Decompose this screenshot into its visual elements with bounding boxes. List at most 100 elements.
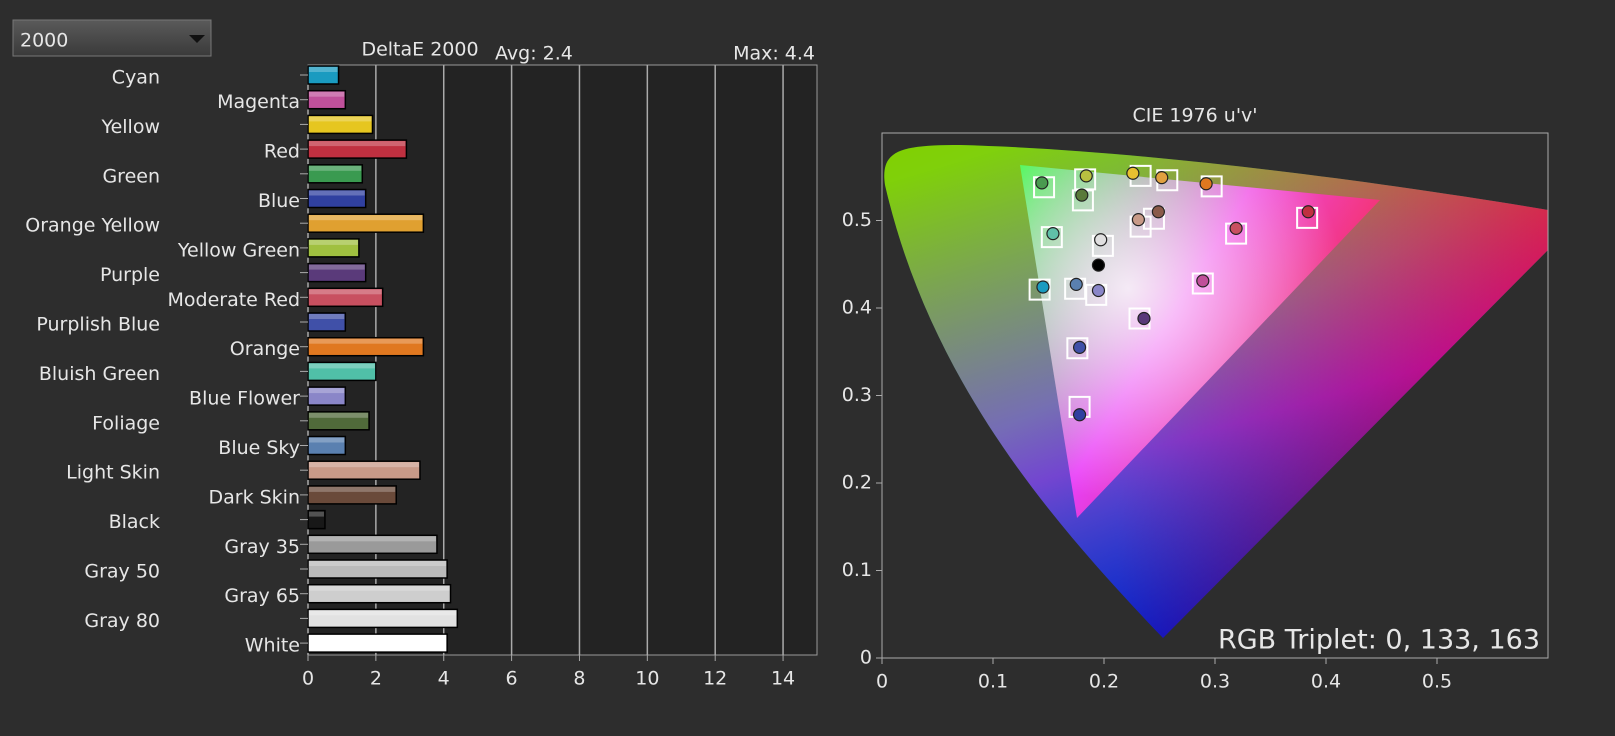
category-label: Bluish Green	[39, 363, 160, 385]
category-label: Gray 80	[84, 610, 160, 632]
bar-shine	[309, 314, 345, 319]
bar-shine	[309, 215, 423, 221]
bar-shine	[309, 610, 457, 616]
bar-shine	[309, 363, 375, 369]
category-label: Moderate Red	[168, 289, 301, 311]
category-label: Yellow Green	[177, 239, 300, 261]
rgb-triplet: RGB Triplet: 0, 133, 163	[1218, 625, 1540, 656]
bar-shine	[309, 412, 369, 418]
bar-shine	[309, 585, 450, 591]
x-tick-label: 6	[506, 668, 518, 690]
measured-point	[1131, 213, 1146, 227]
bar-shine	[309, 141, 406, 147]
bar-shine	[309, 67, 338, 72]
x-tick-label: 0.1	[978, 671, 1008, 693]
category-label: Orange	[230, 338, 300, 360]
bar-shine	[309, 239, 358, 245]
category-label: Black	[109, 511, 160, 533]
target-square	[1191, 272, 1214, 295]
dropdown-value[interactable]: 2000	[20, 30, 68, 52]
measured-point	[1301, 205, 1315, 219]
bar-shine	[309, 289, 382, 295]
y-tick-label: 0.5	[842, 209, 872, 231]
measured-point	[1072, 408, 1087, 422]
x-tick-label: 0.2	[1089, 671, 1119, 693]
bar-shine	[309, 486, 396, 492]
bar-shine	[309, 462, 419, 468]
measured-point	[1151, 205, 1165, 219]
target-square	[1028, 278, 1051, 301]
measured-point	[1091, 283, 1106, 298]
max-label: Max: 4.4	[733, 43, 815, 65]
bar-shine	[309, 91, 345, 97]
cie-title: CIE 1976 u'v'	[1132, 105, 1257, 127]
y-tick-label: 0.3	[842, 384, 872, 406]
bar-plot-area	[307, 64, 818, 656]
dropdown-arrow[interactable]	[189, 35, 205, 43]
y-tick-label: 0	[860, 647, 872, 669]
category-label: Purplish Blue	[36, 314, 160, 336]
bar-shine	[309, 165, 362, 171]
category-label: Green	[102, 165, 160, 187]
bar-shine	[309, 437, 345, 443]
bar-shine	[309, 264, 365, 270]
x-tick-label: 0.4	[1311, 671, 1341, 693]
bar-title: DeltaE 2000	[361, 39, 478, 61]
bar-shine	[309, 511, 324, 517]
bar-shine	[309, 190, 365, 196]
measured-point	[1126, 166, 1140, 180]
measured-point	[1229, 221, 1243, 235]
measured-point	[1035, 176, 1049, 190]
x-tick-label: 10	[635, 668, 659, 690]
x-tick-label: 8	[573, 668, 585, 690]
category-label: Yellow	[101, 116, 161, 138]
measured-point	[1199, 177, 1213, 191]
category-label: Orange Yellow	[25, 215, 160, 237]
avg-label: Avg: 2.4	[495, 43, 573, 65]
category-label: Cyan	[112, 67, 160, 89]
bar-shine	[309, 388, 345, 394]
bar-shine	[309, 116, 372, 122]
category-label: Gray 35	[224, 536, 300, 558]
x-tick-label: 0.3	[1200, 671, 1230, 693]
category-label: Light Skin	[66, 462, 160, 484]
x-tick-label: 4	[438, 668, 450, 690]
category-label: Gray 50	[84, 561, 160, 583]
category-label: Red	[264, 141, 300, 163]
category-label: Gray 65	[224, 585, 300, 607]
bar-shine	[309, 561, 447, 566]
bar-shine	[309, 536, 436, 542]
y-tick-label: 0.2	[842, 472, 872, 494]
measured-point	[1075, 188, 1089, 202]
y-tick-label: 0.4	[842, 297, 872, 319]
measured-point	[1036, 280, 1050, 294]
measured-point	[1069, 277, 1083, 291]
category-label: Magenta	[217, 91, 300, 113]
x-tick-label: 2	[370, 668, 382, 690]
measured-point	[1072, 340, 1087, 354]
measured-point	[1094, 233, 1108, 247]
measured-point	[1137, 311, 1151, 326]
x-tick-label: 12	[703, 668, 727, 690]
category-label: Blue Flower	[189, 388, 300, 410]
x-tick-label: 0.5	[1422, 671, 1452, 693]
dropdown[interactable]: 2000	[12, 19, 212, 57]
category-label: Blue	[258, 190, 300, 212]
category-label: White	[245, 635, 300, 657]
category-label: Foliage	[92, 412, 160, 434]
y-tick-label: 0.1	[842, 559, 872, 581]
x-tick-label: 0	[876, 671, 888, 693]
measured-point	[1155, 171, 1169, 185]
category-label: Blue Sky	[218, 437, 300, 459]
measured-point	[1091, 258, 1106, 272]
gamut-triangle-white	[1020, 165, 1380, 518]
category-label: Purple	[100, 264, 160, 286]
x-tick-label: 0	[302, 668, 314, 690]
measured-point	[1046, 227, 1060, 241]
dropdown-box[interactable]	[12, 19, 212, 57]
bar-shine	[309, 338, 423, 344]
measured-point	[1196, 274, 1210, 288]
target-square	[1066, 337, 1089, 360]
